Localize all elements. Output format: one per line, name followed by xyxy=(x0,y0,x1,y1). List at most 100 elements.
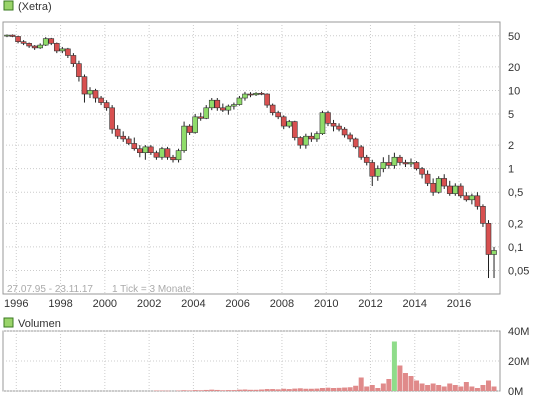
volume-bar xyxy=(192,390,198,391)
x-tick-label: 2012 xyxy=(358,298,382,310)
price-y-tick-labels: 50 20 10 5 2 1 0,5 0,2 0,1 0,05 xyxy=(508,31,529,278)
candle-body xyxy=(352,138,359,148)
candle-body xyxy=(469,195,475,201)
candle-body xyxy=(214,99,221,109)
candle-body xyxy=(269,104,276,113)
volume-y-tick-labels: 40M 20M 0M xyxy=(508,326,529,398)
candle-body xyxy=(446,185,453,194)
candle-body xyxy=(220,107,226,111)
volume-bar xyxy=(270,389,276,391)
candle-body xyxy=(42,38,49,46)
candle-body xyxy=(20,41,27,44)
price-y-tick-label: 0,5 xyxy=(508,187,523,199)
candle-body xyxy=(164,148,171,158)
candle-body xyxy=(203,107,210,119)
candle-body xyxy=(374,168,381,177)
candle-body xyxy=(402,162,409,165)
volume-y-tick-label: 20M xyxy=(508,356,529,368)
price-y-tick-label: 2 xyxy=(508,140,514,152)
tick-note: 1 Tick = 3 Monate xyxy=(112,284,192,295)
volume-bars xyxy=(153,341,497,392)
candle-body xyxy=(114,128,121,137)
x-tick-label: 2006 xyxy=(225,298,249,310)
legend-bottom: Volumen xyxy=(3,317,61,330)
legend-bottom-label: Volumen xyxy=(18,318,61,330)
candle-body xyxy=(31,45,38,49)
candle-body xyxy=(59,48,66,52)
candle-body xyxy=(314,133,320,140)
candle-body xyxy=(452,185,459,194)
candle-body xyxy=(76,63,82,77)
volume-bar xyxy=(253,389,259,391)
price-y-tick-label: 0,2 xyxy=(508,218,523,230)
volume-bar xyxy=(402,373,408,391)
volume-bar xyxy=(386,379,392,391)
price-y-tick-label: 10 xyxy=(508,85,520,97)
candle-body xyxy=(125,138,132,144)
candle-body xyxy=(297,137,304,146)
legend-bottom-swatch xyxy=(3,317,14,328)
volume-bar xyxy=(485,380,491,391)
candle-body xyxy=(391,156,398,166)
candle-body xyxy=(9,34,16,37)
candle-body xyxy=(175,150,182,161)
candle-body xyxy=(81,76,88,95)
candle-body xyxy=(120,135,127,140)
price-y-tick-label: 20 xyxy=(508,62,520,74)
candle-body xyxy=(225,105,232,111)
volume-bar xyxy=(176,390,182,392)
candle-body xyxy=(485,223,492,255)
candle-body xyxy=(474,195,481,207)
volume-bar xyxy=(331,388,337,391)
candle-body xyxy=(435,178,442,193)
candle-body xyxy=(70,55,77,64)
volume-bar xyxy=(391,341,397,391)
x-tick-label: 1998 xyxy=(48,298,72,310)
candle-body xyxy=(148,146,154,154)
volume-bar xyxy=(458,386,464,391)
volume-bar xyxy=(203,389,209,391)
candle-body xyxy=(153,152,160,158)
volume-bar xyxy=(209,389,215,391)
candle-body xyxy=(336,125,342,130)
volume-plot-area xyxy=(2,330,501,392)
candle-body xyxy=(48,38,55,44)
volume-bar xyxy=(220,390,226,391)
volume-y-tick-label: 0M xyxy=(508,386,523,398)
candle-body xyxy=(319,112,326,134)
candle-body xyxy=(37,44,43,49)
x-tick-label: 2008 xyxy=(270,298,294,310)
candle-body xyxy=(236,97,243,105)
candle-body xyxy=(181,125,187,151)
candle-body xyxy=(192,116,198,133)
candle-body xyxy=(441,178,448,187)
volume-bar xyxy=(353,385,359,391)
candle-body xyxy=(386,162,392,166)
volume-bar xyxy=(452,385,458,391)
candle-body xyxy=(408,162,414,165)
volume-bar xyxy=(414,380,420,391)
volume-bar xyxy=(469,386,475,391)
candle-body xyxy=(231,104,237,107)
volume-bar xyxy=(153,390,159,392)
volume-bar xyxy=(430,383,436,391)
volume-bar xyxy=(347,387,353,391)
candle-body xyxy=(159,148,165,158)
candle-body xyxy=(208,99,215,109)
volume-bar xyxy=(297,388,303,391)
price-y-tick-label: 5 xyxy=(508,109,514,121)
volume-bar xyxy=(364,386,370,391)
volume-bar xyxy=(419,383,425,391)
legend-top: (Xetra) xyxy=(3,0,52,13)
candle-body xyxy=(463,195,470,201)
volume-bar xyxy=(231,390,237,391)
volume-bar xyxy=(480,385,486,391)
candle-body xyxy=(413,162,420,169)
candle-body xyxy=(109,107,115,130)
volume-bar xyxy=(187,390,193,391)
legend-top-label: (Xetra) xyxy=(18,1,52,13)
candle-body xyxy=(15,36,21,42)
candle-body xyxy=(247,93,254,96)
